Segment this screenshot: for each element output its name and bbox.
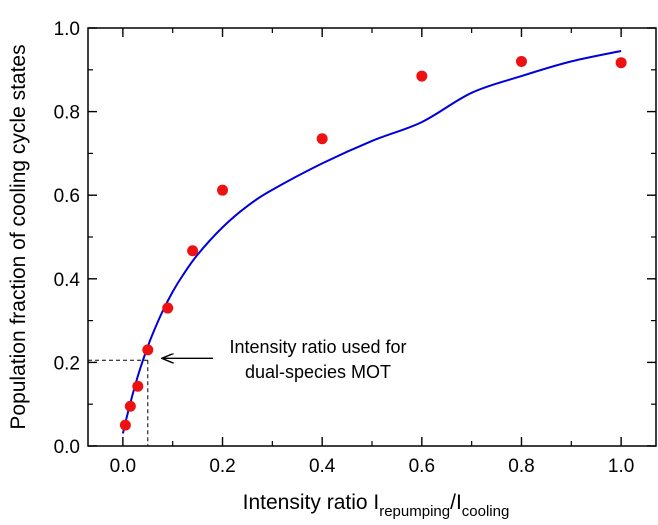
x-tick-label: 0.2 xyxy=(209,456,235,477)
annotation-line1: Intensity ratio used for xyxy=(229,337,406,357)
y-tick-label: 0.6 xyxy=(54,186,80,207)
y-tick-labels: 0.0 0.2 0.4 0.6 0.8 1.0 xyxy=(54,19,81,458)
axis-ticks xyxy=(88,27,656,447)
data-point xyxy=(142,344,154,356)
x-axis-title: Intensity ratio Irepumping/Icooling xyxy=(243,491,510,520)
x-tick-label: 0.0 xyxy=(110,456,136,477)
plot-frame xyxy=(87,27,657,447)
annotation-line2: dual-species MOT xyxy=(245,362,391,382)
y-tick-label: 1.0 xyxy=(54,19,80,40)
data-point xyxy=(615,57,627,69)
x-title-sub1: repumping xyxy=(379,503,450,520)
x-title-sub2: cooling xyxy=(462,503,510,520)
y-tick-label: 0.4 xyxy=(54,270,81,291)
data-point xyxy=(124,400,136,412)
y-tick-label: 0.0 xyxy=(54,437,80,458)
x-tick-label: 0.4 xyxy=(309,456,336,477)
x-tick-label: 0.6 xyxy=(409,456,435,477)
data-points xyxy=(119,55,627,431)
data-point xyxy=(132,380,144,392)
x-title-sep: /I xyxy=(450,491,462,514)
x-tick-label: 1.0 xyxy=(608,456,634,477)
y-tick-label: 0.2 xyxy=(54,353,80,374)
x-tick-label: 0.8 xyxy=(508,456,534,477)
data-point xyxy=(162,302,174,314)
x-title-main: Intensity ratio I xyxy=(243,491,380,514)
data-point xyxy=(515,55,527,67)
data-point xyxy=(217,184,229,196)
data-point xyxy=(316,133,328,145)
reference-guides xyxy=(88,359,149,446)
data-point xyxy=(187,245,199,257)
y-tick-label: 0.8 xyxy=(54,103,80,124)
y-axis-title: Population fraction of cooling cycle sta… xyxy=(7,44,30,429)
data-point xyxy=(119,419,131,431)
data-point xyxy=(416,70,428,82)
x-tick-labels: 0.0 0.2 0.4 0.6 0.8 1.0 xyxy=(110,456,635,477)
fit-line xyxy=(121,50,622,434)
